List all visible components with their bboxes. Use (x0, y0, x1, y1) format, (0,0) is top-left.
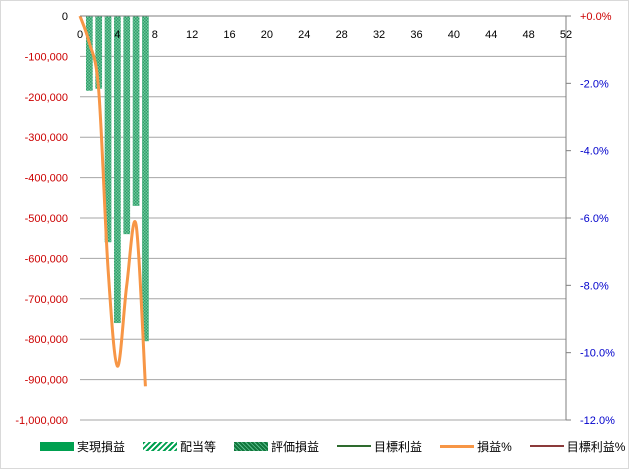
legend-label-target-pct: 目標利益% (566, 439, 626, 454)
axes (80, 15, 571, 421)
x-tick-label: 52 (560, 29, 572, 41)
legend-swatch-target (337, 445, 372, 447)
bar-valuation (104, 16, 112, 243)
right-tick-label: -12.0% (580, 415, 615, 427)
x-tick-label: 48 (522, 29, 534, 41)
legend-swatch-realized (40, 441, 74, 451)
x-tick-label: 28 (336, 29, 348, 41)
bar-valuation (132, 16, 140, 206)
legend-label-target: 目標利益 (374, 439, 423, 454)
x-tick-label: 8 (152, 29, 158, 41)
bar-valuation (85, 16, 93, 91)
x-tick-label: 32 (373, 29, 385, 41)
x-tick-label: 4 (114, 29, 120, 41)
legend-item-pct: 損益% (440, 438, 512, 455)
legend-item-target: 目標利益 (337, 438, 422, 455)
left-tick-label: -700,000 (25, 294, 68, 306)
x-tick-label: 40 (448, 29, 460, 41)
line-pct (78, 15, 147, 387)
legend-label-realized: 実現損益 (77, 439, 126, 454)
legend-swatch-valuation (234, 441, 269, 451)
legend-label-dividend: 配当等 (180, 439, 217, 454)
legend-item-realized: 実現損益 (40, 438, 125, 455)
right-tick-label: -10.0% (580, 348, 615, 360)
right-tick-label: +0.0% (580, 11, 612, 23)
bar-valuation (114, 16, 121, 324)
left-tick-label: 0 (62, 11, 68, 23)
x-tick-label: 36 (410, 29, 422, 41)
x-tick-label: 20 (261, 29, 273, 41)
left-tick-label: -100,000 (25, 51, 68, 63)
left-tick-label: -1,000,000 (15, 415, 68, 427)
x-tick-label: 0 (77, 29, 83, 41)
right-tick-label: -8.0% (580, 280, 609, 292)
lines (78, 15, 147, 387)
legend-swatch-dividend (143, 441, 178, 451)
legend-swatch-target-pct (529, 445, 564, 447)
bar-valuation (95, 16, 103, 89)
tick-labels: 0 -100,000 -200,000 -300,000 -400,000 -500,00… (15, 11, 615, 427)
legend-swatch-pct (440, 444, 475, 448)
x-tick-label: 12 (186, 29, 198, 41)
bars (85, 16, 149, 342)
left-tick-label: -200,000 (25, 92, 68, 104)
right-tick-label: -2.0% (580, 78, 609, 90)
legend-item-valuation: 評価損益 (234, 438, 319, 455)
legend-label-pct: 損益% (477, 439, 512, 454)
left-tick-label: -600,000 (25, 253, 68, 265)
grid-lines (80, 55, 566, 421)
bar-valuation (142, 16, 149, 342)
x-tick-label: 16 (223, 29, 235, 41)
x-tick-label: 44 (485, 29, 497, 41)
left-tick-label: -300,000 (25, 132, 68, 144)
left-tick-label: -800,000 (25, 334, 68, 346)
right-tick-label: -6.0% (580, 213, 609, 225)
x-tick-label: 24 (298, 29, 310, 41)
left-tick-label: -900,000 (25, 375, 68, 387)
legend-label-valuation: 評価損益 (271, 439, 320, 454)
legend-item-target-pct: 目標利益% (529, 438, 626, 455)
legend-item-dividend: 配当等 (143, 438, 216, 455)
bar-valuation (123, 16, 131, 235)
right-tick-label: -4.0% (580, 146, 609, 158)
legend: 実現損益 配当等 評価損益 目標利益 損益% 目標利益% (40, 437, 625, 455)
left-tick-label: -400,000 (25, 173, 68, 185)
left-tick-label: -500,000 (25, 213, 68, 225)
